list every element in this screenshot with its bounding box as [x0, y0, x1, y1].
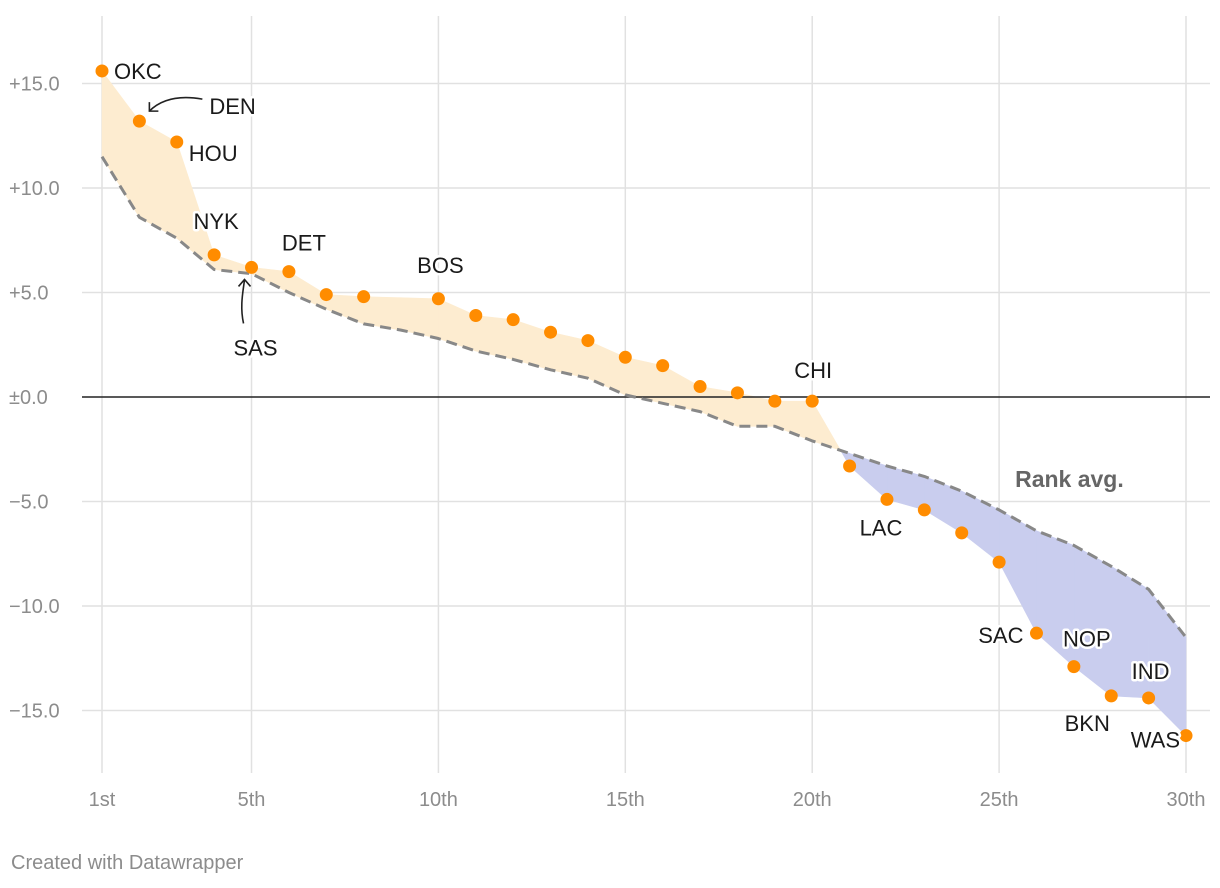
team-dot [992, 555, 1006, 569]
area-below-segment [849, 452, 888, 501]
team-dot [319, 288, 333, 302]
team-dot [1104, 689, 1118, 703]
y-axis-ticks: +15.0 +10.0 +5.0 ±0.0 −5.0 −10.0 −15.0 [9, 74, 60, 723]
x-tick-label: 10th [419, 789, 458, 811]
team-label-det: DET [282, 231, 326, 256]
area-above-segment [288, 271, 327, 310]
team-dot [544, 325, 558, 339]
team-label-okc: OKC [114, 59, 162, 84]
team-dot [805, 394, 819, 408]
y-tick-label: +10.0 [9, 178, 60, 200]
team-dot [955, 526, 969, 540]
series-label-layer: Rank avg. [1013, 463, 1127, 494]
team-dot [245, 260, 259, 274]
team-dot [170, 135, 184, 149]
team-dot [506, 313, 520, 327]
den-arrow-icon [148, 96, 203, 112]
x-tick-label: 15th [606, 789, 645, 811]
x-tick-label: 25th [980, 789, 1019, 811]
team-dot [207, 248, 221, 262]
sas-arrowhead-icon [237, 278, 252, 287]
team-label-nyk: NYK [194, 209, 240, 234]
team-dot [656, 359, 670, 373]
y-tick-label: −15.0 [9, 701, 60, 723]
x-axis-ticks: 1st 5th 10th 15th 20th 25th 30th [89, 789, 1206, 811]
team-dot [581, 334, 595, 348]
team-label-sas: SAS [234, 335, 278, 360]
team-label-lac: LAC [860, 515, 903, 540]
y-tick-label: −10.0 [9, 596, 60, 618]
team-dot [917, 503, 931, 517]
team-label-was: WAS [1131, 728, 1180, 753]
rank-avg-line [100, 155, 1188, 639]
x-tick-label: 5th [238, 789, 266, 811]
area-above-segment [737, 392, 776, 427]
team-dot [768, 394, 782, 408]
team-dot [431, 292, 445, 306]
credit-text: Created with Datawrapper [11, 852, 244, 874]
team-dot [282, 265, 296, 279]
team-dot [1142, 691, 1156, 705]
team-dot [357, 290, 371, 304]
series-label-rank-avg: Rank avg. [1015, 466, 1124, 492]
area-above-segment [587, 340, 626, 396]
area-below-segment [1148, 588, 1187, 737]
team-label-nop: NOP [1063, 627, 1111, 652]
team-dot [843, 459, 857, 473]
team-dot [95, 64, 109, 78]
annotation-arrows [148, 96, 252, 324]
team-label-bos: BOS [417, 253, 463, 278]
x-tick-label: 1st [89, 789, 116, 811]
team-label-chi: CHI [794, 358, 832, 383]
team-dot [693, 380, 707, 394]
team-label-bkn: BKN [1065, 711, 1110, 736]
team-dot [730, 386, 744, 400]
x-tick-label: 20th [793, 789, 832, 811]
dot-layer [95, 64, 1193, 743]
area-below-segment [1073, 544, 1112, 697]
team-label-ind: IND [1132, 659, 1170, 684]
y-tick-label: −5.0 [9, 492, 48, 514]
team-label-hou: HOU [189, 141, 238, 166]
team-dot [1067, 660, 1081, 674]
team-label-den: DEN [209, 94, 255, 119]
area-above-segment [101, 70, 140, 219]
team-dot [1029, 626, 1043, 640]
sas-arrow-icon [241, 279, 246, 324]
y-tick-label: +5.0 [9, 283, 48, 305]
team-dot [880, 492, 894, 506]
team-dot [1179, 729, 1193, 743]
rank-avg-layer [100, 155, 1188, 639]
y-tick-label: +15.0 [9, 74, 60, 96]
team-dot [132, 114, 146, 128]
team-dot [469, 308, 483, 322]
team-label-sac: SAC [978, 623, 1023, 648]
x-tick-label: 30th [1167, 789, 1206, 811]
area-above-segment [811, 400, 842, 451]
team-dot [618, 350, 632, 364]
y-tick-label: ±0.0 [9, 387, 48, 409]
den-arrowhead-icon [148, 102, 159, 112]
area-layer [101, 70, 1187, 737]
team-labels: OKC DEN HOU NYK SAS DET BOS CHI LAC SAC NOP BKN IND W… [112, 56, 1183, 755]
